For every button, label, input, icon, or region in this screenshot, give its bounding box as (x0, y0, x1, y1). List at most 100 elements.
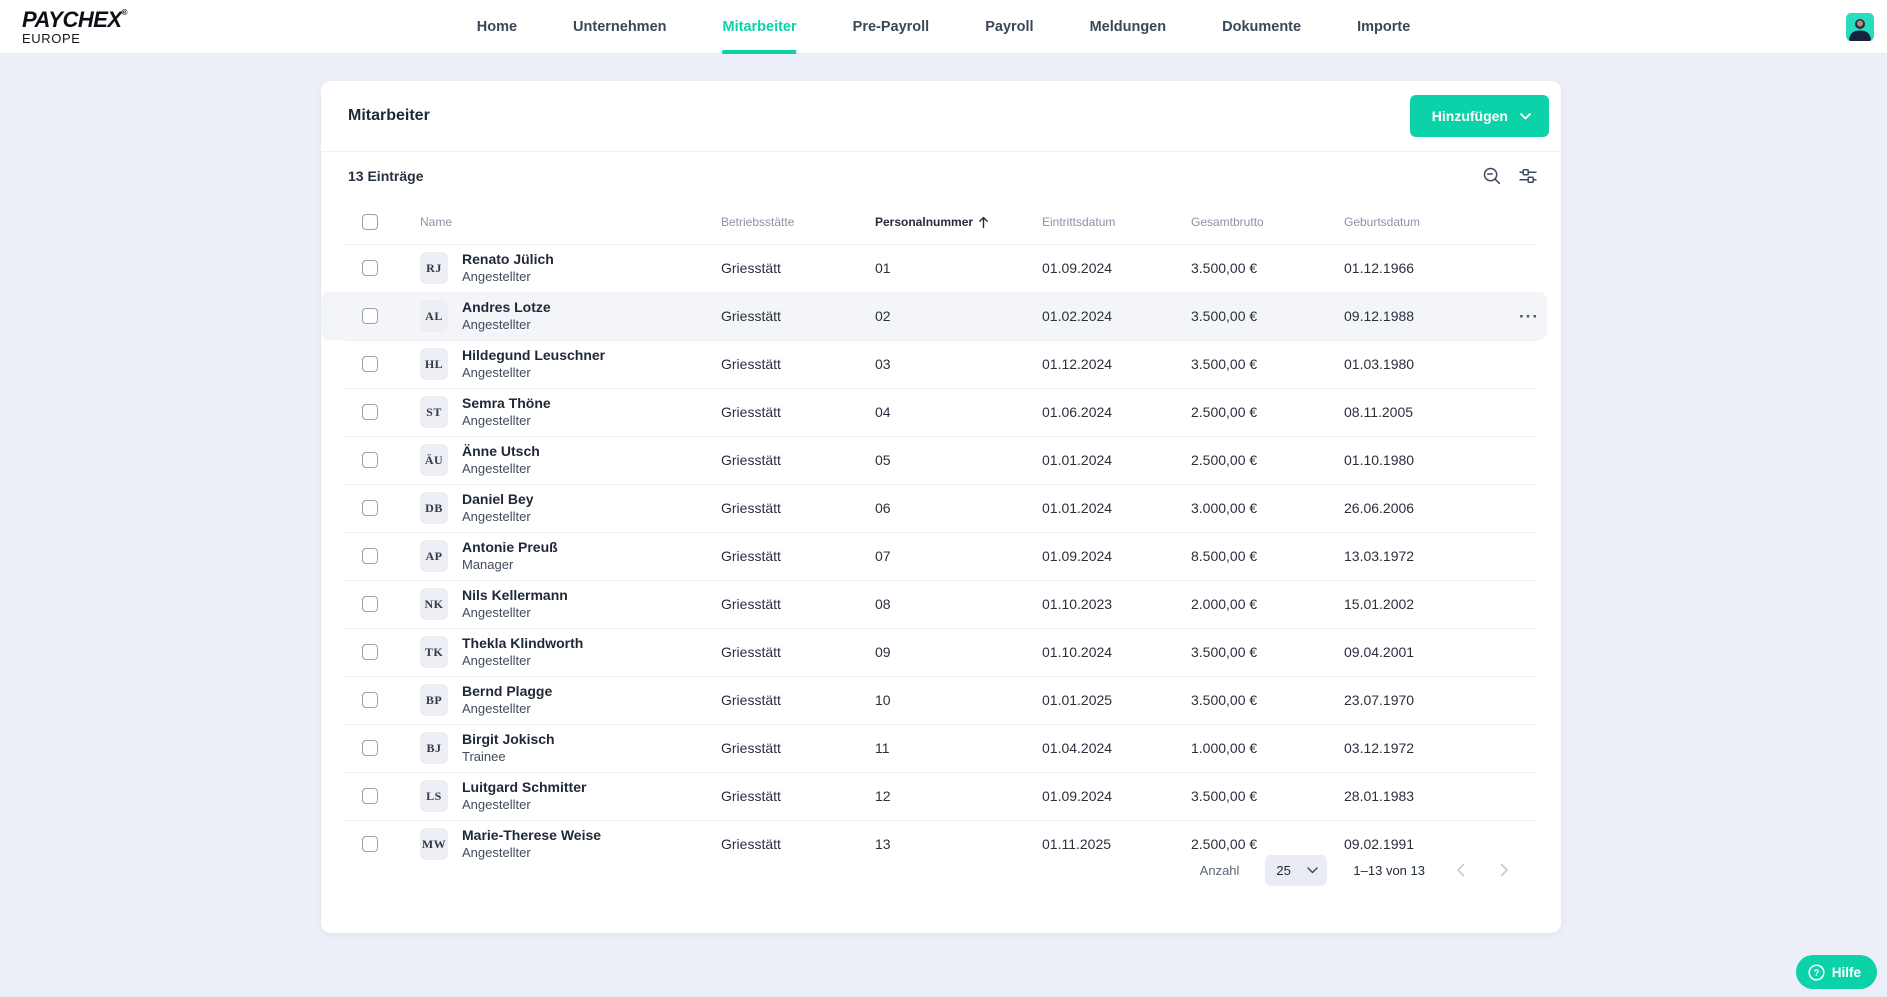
gesamtbrutto-cell: 3.500,00 € (1191, 260, 1344, 276)
nav-item-pre-payroll[interactable]: Pre-Payroll (853, 0, 930, 54)
employee-name: Semra Thöne (462, 395, 551, 413)
row-checkbox[interactable] (362, 644, 378, 660)
personalnummer-cell: 10 (875, 692, 1042, 708)
employee-name-cell[interactable]: AL Andres Lotze Angestellter (420, 299, 721, 333)
employee-name-cell[interactable]: BJ Birgit Jokisch Trainee (420, 731, 721, 765)
nav-item-mitarbeiter[interactable]: Mitarbeiter (723, 0, 797, 54)
row-checkbox[interactable] (362, 836, 378, 852)
geburtsdatum-cell: 03.12.1972 (1344, 740, 1501, 756)
row-checkbox[interactable] (362, 692, 378, 708)
more-options-icon[interactable]: ··· (1519, 308, 1539, 325)
row-checkbox[interactable] (362, 596, 378, 612)
table-row[interactable]: LS Luitgard Schmitter Angestellter Gries… (321, 772, 1561, 820)
add-employee-button-label: Hinzufügen (1432, 108, 1508, 124)
user-avatar[interactable] (1846, 13, 1874, 41)
top-bar: PAYCHEX® EUROPE HomeUnternehmenMitarbeit… (0, 0, 1887, 54)
employee-name-cell[interactable]: RJ Renato Jülich Angestellter (420, 251, 721, 285)
row-checkbox[interactable] (362, 404, 378, 420)
geburtsdatum-cell: 15.01.2002 (1344, 596, 1501, 612)
personalnummer-cell: 12 (875, 788, 1042, 804)
row-actions-cell: ··· (1501, 548, 1561, 565)
help-button[interactable]: ? Hilfe (1796, 955, 1877, 989)
employee-name-cell[interactable]: BP Bernd Plagge Angestellter (420, 683, 721, 717)
betriebsstaette-cell: Griesstätt (721, 308, 875, 324)
geburtsdatum-cell: 01.12.1966 (1344, 260, 1501, 276)
employee-initials-avatar: RJ (420, 252, 448, 284)
table-row[interactable]: DB Daniel Bey Angestellter Griesstätt 06… (321, 484, 1561, 532)
employee-role: Trainee (462, 749, 555, 765)
eintrittsdatum-cell: 01.04.2024 (1042, 740, 1191, 756)
page-size-label: Anzahl (1200, 863, 1240, 878)
nav-item-dokumente[interactable]: Dokumente (1222, 0, 1301, 54)
table-row[interactable]: RJ Renato Jülich Angestellter Griesstätt… (321, 244, 1561, 292)
employee-name: Daniel Bey (462, 491, 534, 509)
employee-name-cell[interactable]: NK Nils Kellermann Angestellter (420, 587, 721, 621)
row-actions-cell: ··· (1501, 836, 1561, 853)
eintrittsdatum-cell: 01.01.2024 (1042, 500, 1191, 516)
page-size-select[interactable]: 25 (1265, 855, 1327, 886)
table-row[interactable]: NK Nils Kellermann Angestellter Griesstä… (321, 580, 1561, 628)
employee-name-cell[interactable]: MW Marie-Therese Weise Angestellter (420, 827, 721, 861)
employee-name-cell[interactable]: TK Thekla Klindworth Angestellter (420, 635, 721, 669)
betriebsstaette-cell: Griesstätt (721, 692, 875, 708)
column-header-personalnummer[interactable]: Personalnummer (875, 215, 1042, 229)
employees-card: Mitarbeiter Hinzufügen 13 Einträge (321, 81, 1561, 933)
filter-settings-icon[interactable] (1517, 165, 1539, 187)
row-checkbox[interactable] (362, 452, 378, 468)
geburtsdatum-cell: 01.03.1980 (1344, 356, 1501, 372)
select-all-checkbox[interactable] (362, 214, 378, 230)
nav-item-importe[interactable]: Importe (1357, 0, 1410, 54)
employee-name-cell[interactable]: LS Luitgard Schmitter Angestellter (420, 779, 721, 813)
employee-name-cell[interactable]: HL Hildegund Leuschner Angestellter (420, 347, 721, 381)
table-row[interactable]: ST Semra Thöne Angestellter Griesstätt 0… (321, 388, 1561, 436)
nav-item-meldungen[interactable]: Meldungen (1090, 0, 1167, 54)
employee-name-cell[interactable]: AP Antonie Preuß Manager (420, 539, 721, 573)
row-checkbox[interactable] (362, 356, 378, 372)
employee-initials-avatar: HL (420, 348, 448, 380)
nav-item-unternehmen[interactable]: Unternehmen (573, 0, 666, 54)
column-header-betriebsstaette[interactable]: Betriebsstätte (721, 215, 875, 229)
row-checkbox-cell (321, 500, 420, 516)
employee-name-cell[interactable]: DB Daniel Bey Angestellter (420, 491, 721, 525)
table-row[interactable]: AL Andres Lotze Angestellter Griesstätt … (321, 292, 1561, 340)
add-employee-button[interactable]: Hinzufügen (1410, 95, 1549, 137)
row-checkbox[interactable] (362, 308, 378, 324)
personalnummer-cell: 11 (875, 740, 1042, 756)
column-header-name[interactable]: Name (420, 215, 721, 229)
logo-wordmark: PAYCHEX® (22, 7, 127, 32)
table-row[interactable]: BJ Birgit Jokisch Trainee Griesstätt 11 … (321, 724, 1561, 772)
row-checkbox[interactable] (362, 788, 378, 804)
row-checkbox[interactable] (362, 260, 378, 276)
next-page-icon[interactable] (1495, 861, 1513, 879)
employee-initials-avatar: ST (420, 396, 448, 428)
gesamtbrutto-cell: 3.500,00 € (1191, 308, 1344, 324)
row-checkbox[interactable] (362, 548, 378, 564)
table-row[interactable]: AP Antonie Preuß Manager Griesstätt 07 0… (321, 532, 1561, 580)
column-header-geburtsdatum[interactable]: Geburtsdatum (1344, 215, 1501, 229)
row-actions-cell: ··· (1501, 644, 1561, 661)
column-header-gesamtbrutto[interactable]: Gesamtbrutto (1191, 215, 1344, 229)
table-row[interactable]: ÄU Änne Utsch Angestellter Griesstätt 05… (321, 436, 1561, 484)
nav-item-payroll[interactable]: Payroll (985, 0, 1033, 54)
nav-item-home[interactable]: Home (477, 0, 517, 54)
employee-name-cell[interactable]: ST Semra Thöne Angestellter (420, 395, 721, 429)
sort-ascending-icon (978, 216, 989, 229)
betriebsstaette-cell: Griesstätt (721, 596, 875, 612)
employee-role: Angestellter (462, 413, 551, 429)
row-checkbox[interactable] (362, 500, 378, 516)
table-row[interactable]: BP Bernd Plagge Angestellter Griesstätt … (321, 676, 1561, 724)
employee-role: Angestellter (462, 509, 534, 525)
row-actions-cell: ··· (1501, 500, 1561, 517)
search-icon[interactable] (1481, 165, 1503, 187)
table-row[interactable]: TK Thekla Klindworth Angestellter Griess… (321, 628, 1561, 676)
table-header-row: Name Betriebsstätte Personalnummer Eintr… (321, 200, 1561, 244)
row-checkbox-cell (321, 356, 420, 372)
question-circle-icon: ? (1808, 964, 1825, 981)
column-header-eintrittsdatum[interactable]: Eintrittsdatum (1042, 215, 1191, 229)
employee-name-cell[interactable]: ÄU Änne Utsch Angestellter (420, 443, 721, 477)
previous-page-icon[interactable] (1451, 861, 1469, 879)
betriebsstaette-cell: Griesstätt (721, 644, 875, 660)
row-checkbox[interactable] (362, 740, 378, 756)
row-checkbox-cell (321, 596, 420, 612)
table-row[interactable]: HL Hildegund Leuschner Angestellter Grie… (321, 340, 1561, 388)
